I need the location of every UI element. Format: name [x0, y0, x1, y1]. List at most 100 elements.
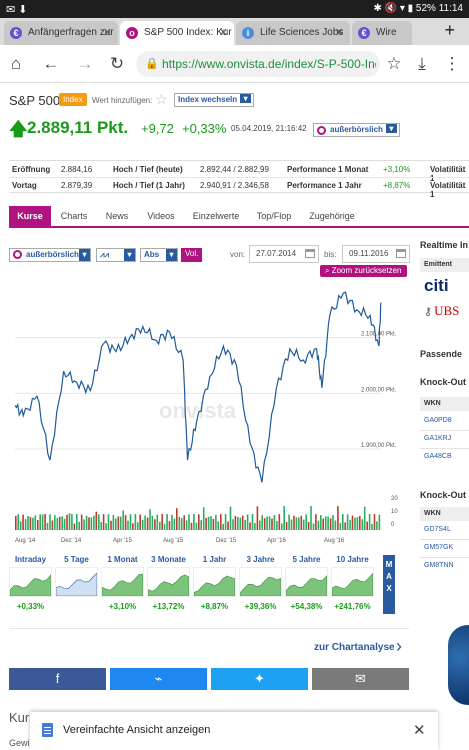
- tab-top-flop[interactable]: Top/Flop: [256, 211, 292, 221]
- period-sparkline: [193, 567, 236, 597]
- scale-select[interactable]: Abs ▾: [140, 248, 178, 262]
- simplified-view-snackbar[interactable]: Vereinfachte Ansicht anzeigen ✕: [30, 712, 438, 750]
- calendar-icon[interactable]: [305, 249, 315, 258]
- period-tile[interactable]: 10 Jahre +241,76%: [331, 555, 374, 615]
- wkn-link[interactable]: GD7S4L: [424, 526, 451, 533]
- volume-bar: [146, 517, 149, 530]
- price-chart[interactable]: onvista 2.100,00 Pkt.2.000,00 Pkt.1.900,…: [9, 278, 404, 546]
- divider: [420, 539, 469, 540]
- wkn-link[interactable]: GA48CB: [424, 453, 452, 460]
- x-tick-label: Apr '15: [113, 538, 132, 544]
- sidebar-right: Realtime In Emittent Passende Knock-Out …: [418, 236, 469, 656]
- period-tile[interactable]: 1 Monat +3,10%: [101, 555, 144, 615]
- snackbar-text[interactable]: Vereinfachte Ansicht anzeigen: [63, 724, 211, 736]
- wkn-link[interactable]: GM57GK: [424, 544, 454, 551]
- volume-bar: [227, 521, 229, 530]
- to-date-value: 09.11.2016: [349, 249, 389, 258]
- ubs-logo[interactable]: ⚷ UBS: [424, 303, 459, 319]
- period-tile[interactable]: 5 Tage: [55, 555, 98, 615]
- period-tile[interactable]: 3 Jahre +39,36%: [239, 555, 282, 615]
- tab-charts[interactable]: Charts: [60, 211, 88, 221]
- tab-kurse[interactable]: Kurse: [9, 206, 51, 226]
- bookmark-star-icon[interactable]: ☆: [386, 54, 402, 73]
- sidebar-heading: Knock-Out: [420, 377, 466, 387]
- reload-icon[interactable]: ↻: [109, 54, 125, 73]
- volume-bar: [305, 514, 307, 530]
- period-tile[interactable]: 1 Jahr +8,87%: [193, 555, 236, 615]
- url-text[interactable]: https://www.onvista.de/index/S-P-500-Ind…: [162, 57, 376, 71]
- period-performance: +241,76%: [334, 602, 371, 611]
- close-tab-icon[interactable]: ✕: [334, 27, 344, 39]
- download-icon[interactable]: ⤓: [418, 54, 426, 73]
- citi-logo[interactable]: citi: [424, 276, 449, 296]
- volume-bar: [217, 521, 220, 530]
- calendar-icon[interactable]: [396, 249, 406, 258]
- wkn-link[interactable]: GA1KRJ: [424, 435, 452, 442]
- browser-tab[interactable]: € Wire: [352, 21, 412, 45]
- chevron-right-icon[interactable]: ›: [396, 636, 402, 656]
- browser-tab[interactable]: € Anfängerfragen zur ✕: [4, 21, 118, 45]
- twitter-icon: ✦: [254, 671, 265, 686]
- period-sparkline: [55, 567, 98, 597]
- chart-analysis-link[interactable]: zur Chartanalyse: [314, 642, 395, 653]
- new-tab-button[interactable]: +: [444, 20, 455, 40]
- email-icon: ✉: [355, 671, 366, 686]
- globe-ad-image[interactable]: [448, 625, 469, 705]
- volume-bar: [195, 522, 198, 530]
- kv-value: +8,87%: [383, 181, 411, 190]
- volume-bar: [15, 516, 17, 530]
- volume-bar: [156, 514, 159, 530]
- volume-bar: [22, 514, 24, 530]
- chart-style-select[interactable]: ⩘⩘ ▾: [96, 248, 136, 262]
- share-messenger-button[interactable]: ⌁: [110, 668, 207, 690]
- volume-bar: [376, 521, 378, 530]
- volume-bar: [285, 522, 288, 530]
- volume-bar: [276, 520, 278, 530]
- index-switch-dropdown[interactable]: Index wechseln: [174, 93, 255, 107]
- volume-bar: [154, 519, 156, 530]
- volume-bar: [234, 515, 237, 530]
- sparkline-area: [101, 573, 144, 597]
- from-date-input[interactable]: 27.07.2014: [249, 245, 319, 263]
- close-icon[interactable]: ✕: [413, 722, 426, 739]
- close-tab-icon[interactable]: ✕: [102, 27, 112, 39]
- tab-news[interactable]: News: [105, 211, 129, 221]
- share-email-button[interactable]: ✉: [312, 668, 409, 690]
- back-icon[interactable]: ←: [42, 54, 60, 73]
- wkn-link[interactable]: GA0PD8: [424, 417, 452, 424]
- kv-label: Performance 1 Monat: [287, 165, 369, 174]
- period-tile[interactable]: Intraday +0,33%: [9, 555, 52, 615]
- forward-icon[interactable]: →: [76, 54, 94, 73]
- address-bar[interactable]: 🔒 https://www.onvista.de/index/S-P-500-I…: [136, 51, 380, 77]
- kv-label: Volatilität 1: [430, 165, 466, 183]
- exchange-label: außerbörslich: [330, 125, 383, 134]
- to-date-input[interactable]: 09.11.2016: [342, 245, 410, 263]
- max-letter: A: [386, 572, 392, 581]
- tab-videos[interactable]: Videos: [147, 211, 175, 221]
- share-twitter-button[interactable]: ✦: [211, 668, 308, 690]
- exchange-dropdown[interactable]: außerbörslich: [313, 123, 400, 137]
- sidebar-subheader: Emittent: [420, 258, 469, 272]
- period-sparkline: [331, 567, 374, 597]
- volume-toggle[interactable]: Vol.: [181, 248, 203, 262]
- chart-exchange-select[interactable]: außerbörslich ▾: [9, 248, 91, 262]
- reset-zoom-button[interactable]: ⌕ Zoom zurücksetzen: [320, 265, 407, 277]
- watchlist-star-icon[interactable]: ☆: [155, 91, 168, 107]
- wkn-link[interactable]: GM8TNN: [424, 562, 454, 569]
- tab-einzelwerte[interactable]: Einzelwerte: [192, 211, 240, 221]
- tab-title: Wire: [376, 27, 397, 38]
- period-tile[interactable]: 5 Jahre +54,38%: [285, 555, 328, 615]
- volume-bar: [107, 514, 110, 530]
- period-label: 10 Jahre: [336, 555, 369, 564]
- volume-bar: [198, 514, 200, 530]
- share-facebook-button[interactable]: f: [9, 668, 106, 690]
- menu-icon[interactable]: ⋮: [443, 54, 461, 73]
- browser-tab[interactable]: i Life Sciences Jobs ✕: [236, 21, 350, 45]
- current-price: 2.889,11 Pkt.: [27, 118, 129, 137]
- close-tab-icon[interactable]: ✕: [218, 27, 228, 39]
- tab-zugehoerige[interactable]: Zugehörige: [309, 211, 355, 221]
- period-tile[interactable]: 3 Monate +13,72%: [147, 555, 190, 615]
- home-icon[interactable]: ⌂: [10, 54, 22, 73]
- browser-tab[interactable]: o S&P 500 Index: Kur ✕: [120, 21, 234, 45]
